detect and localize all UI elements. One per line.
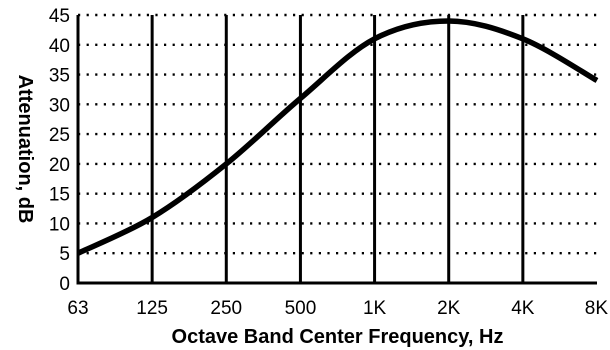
series-line-0 xyxy=(76,18,599,256)
y-axis-title: Attenuation, dB xyxy=(14,75,36,224)
y-tick-label-25: 25 xyxy=(49,125,70,146)
y-tick-label-0: 0 xyxy=(59,274,70,295)
y-tick-label-40: 40 xyxy=(49,36,70,57)
x-tick-label-250: 250 xyxy=(210,298,242,319)
x-tick-label-125: 125 xyxy=(136,298,168,319)
y-tick-label-45: 45 xyxy=(49,6,70,27)
vertical-gridlines xyxy=(150,15,525,283)
data-series xyxy=(76,18,599,256)
x-tick-label-4K: 4K xyxy=(511,298,535,319)
x-tick-label-500: 500 xyxy=(285,298,317,319)
y-tick-label-10: 10 xyxy=(49,214,70,235)
y-tick-label-15: 15 xyxy=(49,185,70,206)
horizontal-gridlines xyxy=(78,13,597,255)
y-tick-label-5: 5 xyxy=(59,244,70,265)
axes xyxy=(76,15,597,285)
x-axis-title: Octave Band Center Frequency, Hz xyxy=(172,326,504,348)
x-tick-label-63: 63 xyxy=(67,298,88,319)
x-tick-label-1K: 1K xyxy=(363,298,387,319)
y-tick-label-35: 35 xyxy=(49,66,70,87)
y-tick-label-20: 20 xyxy=(49,155,70,176)
y-tick-labels: 0 5 10 15 20 25 30 35 40 45 xyxy=(49,6,70,295)
x-tick-labels: 63 125 250 500 1K 2K 4K 8K xyxy=(67,298,608,319)
y-tick-label-30: 30 xyxy=(49,95,70,116)
x-tick-label-8K: 8K xyxy=(585,298,609,319)
x-tick-label-2K: 2K xyxy=(437,298,461,319)
